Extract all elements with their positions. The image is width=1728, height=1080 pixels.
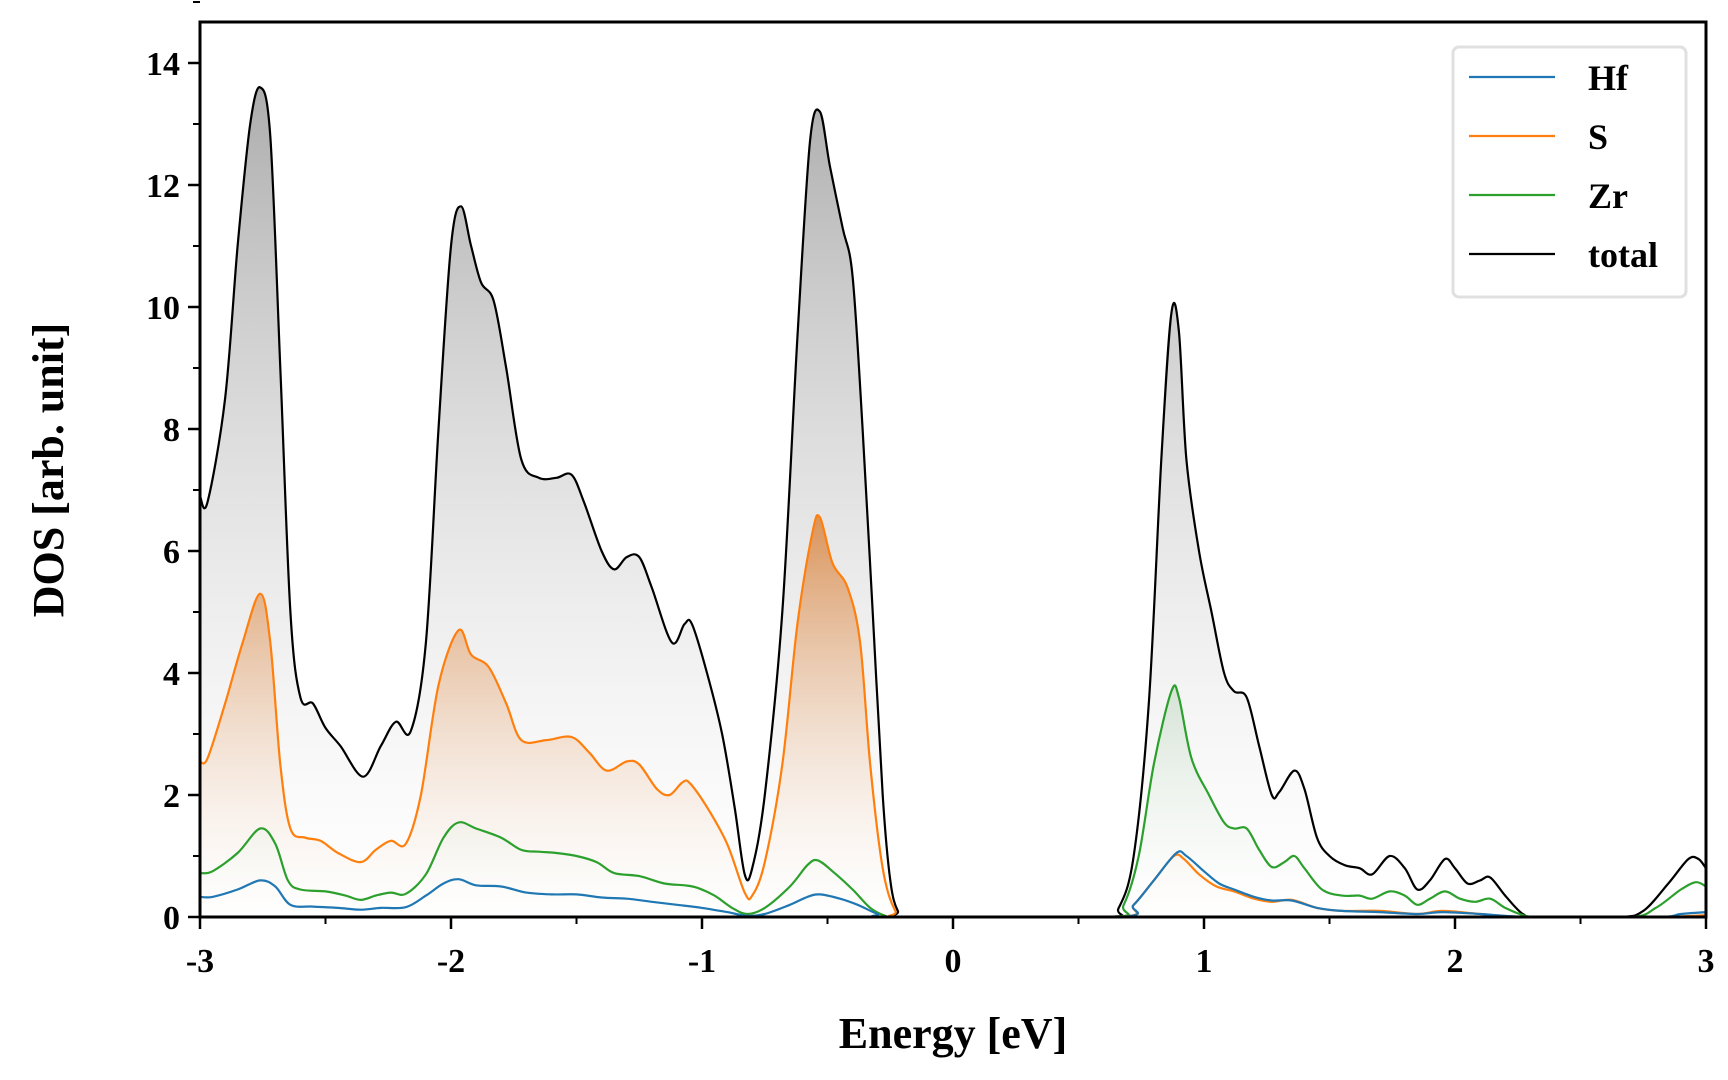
legend-label-zr: Zr	[1588, 176, 1628, 216]
y-tick-label: 0	[163, 900, 180, 937]
x-tick-label: 2	[1447, 943, 1464, 980]
legend-box	[1451, 45, 1688, 299]
legend-label-hf: Hf	[1588, 58, 1629, 98]
y-axis-label: DOS [arb. unit]	[24, 323, 73, 618]
legend-label-total: total	[1588, 235, 1658, 275]
y-tick-label: 6	[163, 534, 180, 571]
series-line-total	[200, 86, 1706, 917]
x-tick-label: 1	[1196, 943, 1213, 980]
x-tick-label: -2	[437, 943, 465, 980]
series-line-hf	[200, 850, 1706, 917]
plot-frame	[198, 20, 1708, 919]
x-tick-label: 0	[945, 943, 962, 980]
x-tick-label: -3	[186, 943, 214, 980]
area-fill-s	[200, 515, 1706, 917]
y-tick-label: 12	[146, 168, 180, 205]
y-tick-label: 4	[163, 656, 180, 693]
y-tick-label: 10	[146, 290, 180, 327]
y-tick-label: 14	[146, 46, 180, 83]
x-tick-label: 3	[1698, 943, 1715, 980]
area-fill-total	[200, 87, 1706, 917]
legend: Hf S Zr total	[1451, 45, 1688, 299]
x-axis-label: Energy [eV]	[839, 1009, 1068, 1058]
area-fill-zr	[200, 685, 1706, 917]
series-line-s	[200, 514, 1706, 917]
x-tick-label: -1	[688, 943, 716, 980]
y-tick-label: 2	[163, 778, 180, 815]
legend-label-s: S	[1588, 117, 1608, 157]
y-tick-label: 8	[163, 412, 180, 449]
